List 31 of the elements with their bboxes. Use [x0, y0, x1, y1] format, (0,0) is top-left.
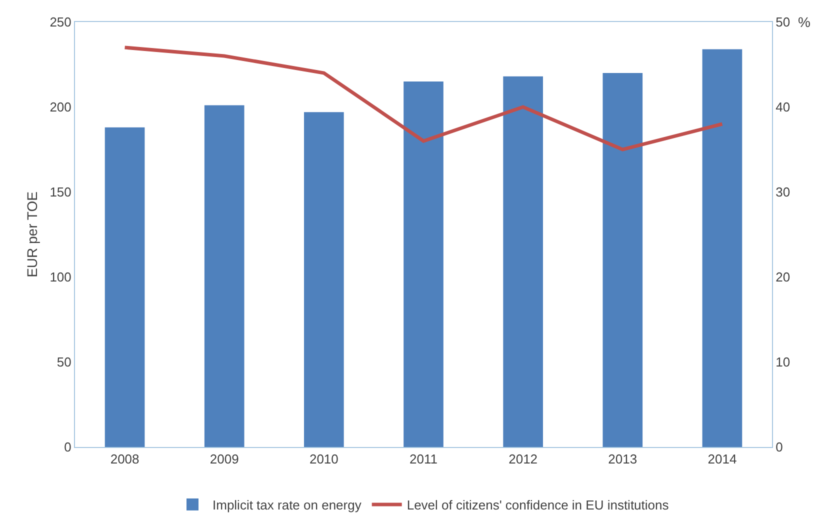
- bar: [702, 49, 742, 447]
- y-tick-label: 100: [50, 270, 72, 285]
- bar: [602, 73, 643, 447]
- bar: [503, 76, 543, 447]
- x-tick-label: 2011: [410, 452, 438, 467]
- y2-tick-label: 50: [776, 14, 790, 30]
- x-tick-label: 2010: [309, 452, 338, 467]
- y-tick-label: 0: [64, 440, 72, 455]
- x-tick-label: 2008: [110, 452, 140, 467]
- bar: [104, 127, 145, 447]
- y2-tick-label: 30: [776, 184, 790, 200]
- y-tick-label: 250: [50, 14, 72, 30]
- x-tick-label: 2012: [508, 452, 538, 467]
- x-tick-label: 2009: [210, 452, 239, 467]
- y-axis-title: EUR per TOE: [24, 192, 40, 278]
- y2-axis-title: %: [798, 14, 810, 30]
- y2-tick-label: 40: [776, 100, 790, 115]
- y-tick-label: 150: [50, 184, 72, 200]
- y-tick-label: 50: [56, 354, 72, 370]
- x-tick-label: 2013: [608, 452, 638, 467]
- y2-tick-label: 10: [776, 354, 790, 370]
- y2-tick-label: 20: [776, 270, 790, 285]
- bar: [204, 105, 244, 447]
- bar: [304, 112, 344, 447]
- legend-label: Level of citizens' confidence in EU institutions: [406, 498, 670, 513]
- legend-label: Implicit tax rate on energy: [212, 498, 362, 513]
- line-series: [123, 46, 724, 152]
- y-tick-label: 200: [50, 100, 72, 115]
- y2-tick-label: 0: [776, 440, 783, 455]
- bar: [404, 82, 444, 447]
- x-tick-label: 2014: [708, 452, 737, 467]
